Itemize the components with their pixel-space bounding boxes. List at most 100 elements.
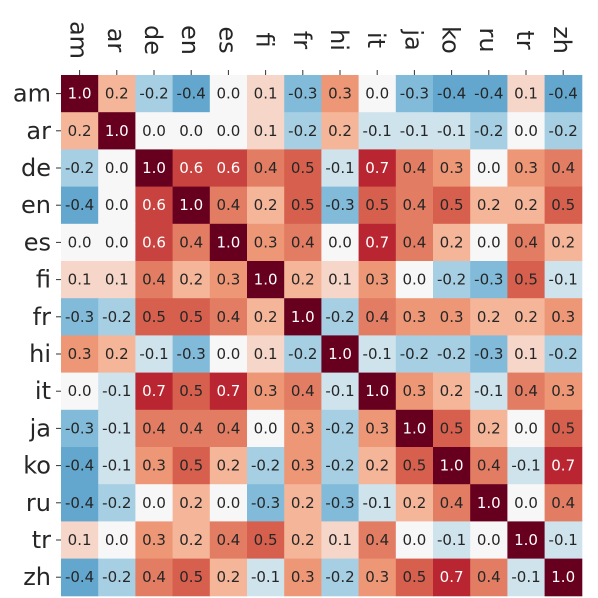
cell-value-label: -0.1 [251, 568, 280, 586]
cell-value-label: 0.0 [105, 233, 129, 251]
heatmap-cell-ko-fi [247, 447, 285, 485]
heatmap-cell-zh-es [209, 558, 248, 597]
heatmap-cell-ja-am [61, 409, 99, 448]
cell-value-label: 0.0 [365, 85, 389, 103]
cell-value-label: 1.0 [402, 419, 426, 437]
cell-value-label: -0.2 [251, 457, 280, 475]
cell-value-label: 0.1 [254, 85, 278, 103]
heatmap-cell-de-ko [433, 149, 471, 188]
cell-value-label: 0.3 [142, 457, 166, 475]
cell-value-label: 0.0 [402, 271, 426, 289]
cell-value-label: -0.2 [288, 345, 317, 363]
cell-value-label: 0.2 [477, 419, 501, 437]
cell-value-label: 0.1 [68, 531, 92, 549]
heatmap-cell-ar-ja [395, 112, 434, 150]
heatmap-cell-en-hi [321, 186, 360, 225]
cell-value-label: -0.1 [511, 568, 540, 586]
heatmap-cell-fr-fr [284, 298, 322, 336]
cell-value-label: 0.5 [291, 159, 315, 177]
cell-value-label: 0.3 [402, 308, 426, 326]
cell-value-label: 0.3 [365, 271, 389, 289]
cell-value-label: 0.2 [291, 494, 315, 512]
heatmap-cell-ja-ko [433, 409, 471, 448]
heatmap-cell-fi-tr [507, 261, 546, 299]
cell-value-label: -0.3 [325, 196, 354, 214]
cell-value-label: -0.2 [437, 271, 466, 289]
heatmap-cell-tr-fr [284, 521, 322, 560]
heatmap-cell-hi-it [358, 335, 397, 374]
heatmap-cell-ar-fr [284, 112, 322, 150]
cell-value-label: 1.0 [216, 233, 240, 251]
cell-value-label: 0.5 [551, 419, 575, 437]
heatmap-cell-hi-en [172, 335, 211, 374]
cell-value-label: -0.3 [251, 494, 280, 512]
heatmap-cell-zh-fi [247, 558, 285, 597]
cell-value-label: -0.1 [363, 122, 392, 140]
heatmap-cell-ru-hi [321, 484, 360, 522]
heatmap-cell-fr-fi [247, 298, 285, 336]
cell-value-label: -0.4 [437, 85, 466, 103]
heatmap-cell-ar-hi [321, 112, 360, 150]
cell-value-label: 0.0 [105, 196, 129, 214]
cell-value-label: 0.3 [514, 159, 538, 177]
heatmap-cell-es-ar [98, 223, 136, 262]
cell-value-label: -0.1 [400, 122, 429, 140]
cell-value-label: 1.0 [68, 85, 92, 103]
heatmap-cell-ko-ar [98, 447, 136, 485]
heatmap-cell-fr-es [209, 298, 248, 336]
cell-value-label: 1.0 [551, 568, 575, 586]
cell-value-label: 0.3 [365, 568, 389, 586]
y-tick-label: zh [23, 563, 51, 591]
heatmap-cell-en-de [135, 186, 174, 225]
cell-value-label: 1.0 [254, 271, 278, 289]
heatmap-cell-ko-ru [470, 447, 508, 485]
cell-value-label: 0.4 [254, 159, 278, 177]
cell-value-label: 0.0 [105, 159, 129, 177]
heatmap-cell-es-it [358, 223, 397, 262]
cell-value-label: 0.0 [254, 419, 278, 437]
heatmap-cell-hi-fi [247, 335, 285, 374]
heatmap-cell-fr-ja [395, 298, 434, 336]
cell-value-label: 0.1 [254, 122, 278, 140]
heatmap-cell-zh-en [172, 558, 211, 597]
cell-value-label: -0.4 [65, 568, 94, 586]
cell-value-label: -0.4 [65, 196, 94, 214]
cell-value-label: 1.0 [440, 457, 464, 475]
cell-value-label: 0.3 [365, 419, 389, 437]
heatmap-cell-ko-zh [544, 447, 583, 485]
cell-value-label: 0.2 [179, 531, 203, 549]
heatmap-cell-fi-en [172, 261, 211, 299]
cell-value-label: 0.7 [216, 382, 240, 400]
heatmap-cell-tr-en [172, 521, 211, 560]
cell-value-label: -0.2 [102, 494, 131, 512]
cell-value-label: 0.1 [105, 271, 129, 289]
cell-value-label: -0.2 [437, 345, 466, 363]
heatmap-cell-tr-ar [98, 521, 136, 560]
heatmap-cell-ru-es [209, 484, 248, 522]
cell-value-label: 0.5 [291, 196, 315, 214]
cell-value-label: -0.3 [325, 494, 354, 512]
heatmap-cell-ko-ja [395, 447, 434, 485]
cell-value-label: -0.1 [511, 457, 540, 475]
x-tick-label: en [176, 25, 204, 55]
cell-value-label: -0.2 [139, 85, 168, 103]
heatmap-cell-en-ar [98, 186, 136, 225]
cell-value-label: 0.5 [440, 196, 464, 214]
heatmap-cell-ko-am [61, 447, 99, 485]
cell-value-label: -0.4 [65, 494, 94, 512]
cell-value-label: -0.4 [474, 85, 503, 103]
heatmap-cell-es-es [209, 223, 248, 262]
heatmap-cell-fr-it [358, 298, 397, 336]
heatmap-cell-hi-am [61, 335, 99, 374]
cell-value-label: 0.0 [477, 233, 501, 251]
cell-value-label: 0.1 [68, 271, 92, 289]
x-tick-label: es [213, 26, 241, 53]
cell-value-label: 0.0 [216, 494, 240, 512]
heatmap-cell-ru-fr [284, 484, 322, 522]
heatmap-cell-es-en [172, 223, 211, 262]
cell-value-label: 0.3 [402, 382, 426, 400]
cell-value-label: 0.1 [254, 345, 278, 363]
heatmap-cell-ko-en [172, 447, 211, 485]
cell-value-label: 0.5 [514, 271, 538, 289]
heatmap-cell-fr-en [172, 298, 211, 336]
